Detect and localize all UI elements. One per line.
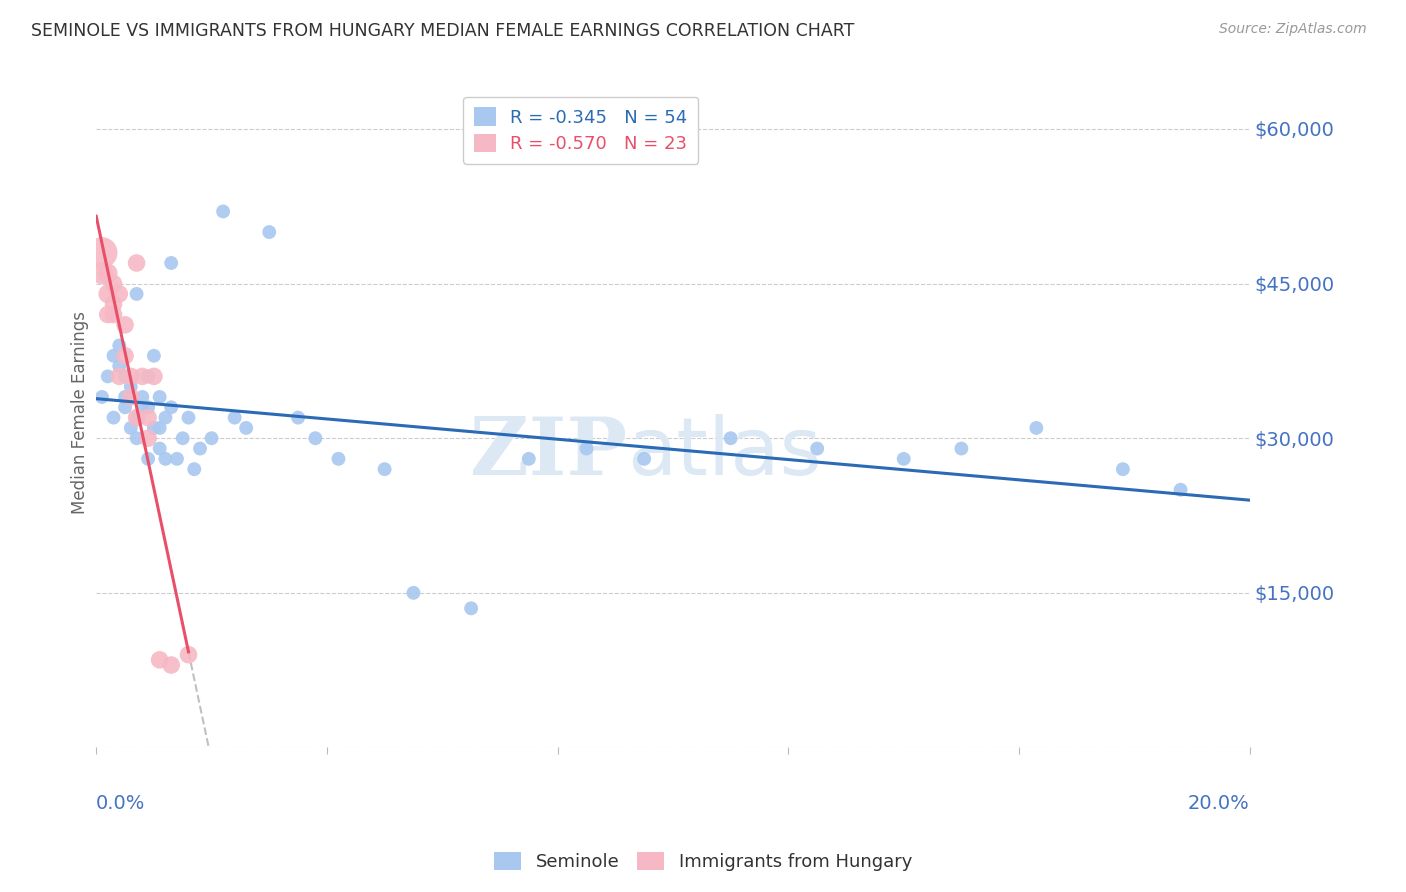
Point <box>160 256 183 270</box>
Point <box>120 421 142 435</box>
Point <box>131 390 153 404</box>
Point <box>1170 483 1192 497</box>
Legend: R = -0.345   N = 54, R = -0.570   N = 23: R = -0.345 N = 54, R = -0.570 N = 23 <box>463 96 699 164</box>
Point <box>131 401 153 415</box>
Point <box>103 308 125 322</box>
Point <box>950 442 973 456</box>
Point <box>149 421 172 435</box>
Point <box>114 401 136 415</box>
Point <box>328 451 350 466</box>
Point <box>125 410 148 425</box>
Point <box>97 308 120 322</box>
Point <box>108 369 131 384</box>
Point <box>235 421 257 435</box>
Point <box>224 410 246 425</box>
Point <box>120 369 142 384</box>
Point <box>177 648 200 662</box>
Point <box>142 421 165 435</box>
Point <box>97 369 120 384</box>
Point <box>108 359 131 373</box>
Point <box>108 287 131 301</box>
Point <box>114 318 136 332</box>
Point <box>142 349 165 363</box>
Point <box>91 390 114 404</box>
Point <box>402 586 425 600</box>
Point <box>91 245 114 260</box>
Point <box>136 369 159 384</box>
Point <box>97 266 120 280</box>
Point <box>460 601 482 615</box>
Point <box>114 349 136 363</box>
Point <box>149 442 172 456</box>
Point <box>149 390 172 404</box>
Point <box>108 338 131 352</box>
Point <box>114 369 136 384</box>
Point <box>166 451 188 466</box>
Point <box>183 462 205 476</box>
Point <box>212 204 235 219</box>
Point <box>155 410 177 425</box>
Point <box>172 431 194 445</box>
Text: ZIP: ZIP <box>470 414 627 491</box>
Point <box>200 431 222 445</box>
Point <box>136 410 159 425</box>
Y-axis label: Median Female Earnings: Median Female Earnings <box>72 311 89 514</box>
Point <box>120 390 142 404</box>
Point <box>103 297 125 311</box>
Point <box>720 431 742 445</box>
Point <box>136 451 159 466</box>
Point <box>633 451 655 466</box>
Point <box>136 401 159 415</box>
Point <box>91 266 114 280</box>
Point <box>160 401 183 415</box>
Text: atlas: atlas <box>627 414 821 491</box>
Point <box>304 431 326 445</box>
Legend: Seminole, Immigrants from Hungary: Seminole, Immigrants from Hungary <box>486 845 920 879</box>
Point <box>131 369 153 384</box>
Point <box>120 380 142 394</box>
Point <box>142 369 165 384</box>
Point <box>155 451 177 466</box>
Point <box>287 410 309 425</box>
Point <box>160 658 183 673</box>
Point <box>188 442 211 456</box>
Point <box>806 442 828 456</box>
Point <box>103 349 125 363</box>
Point <box>177 410 200 425</box>
Point <box>125 287 148 301</box>
Point <box>125 431 148 445</box>
Point <box>517 451 540 466</box>
Point <box>893 451 915 466</box>
Point <box>374 462 396 476</box>
Point <box>149 653 172 667</box>
Point <box>103 277 125 291</box>
Point <box>136 431 159 445</box>
Point <box>114 390 136 404</box>
Text: SEMINOLE VS IMMIGRANTS FROM HUNGARY MEDIAN FEMALE EARNINGS CORRELATION CHART: SEMINOLE VS IMMIGRANTS FROM HUNGARY MEDI… <box>31 22 855 40</box>
Point <box>257 225 280 239</box>
Point <box>97 287 120 301</box>
Text: Source: ZipAtlas.com: Source: ZipAtlas.com <box>1219 22 1367 37</box>
Text: 0.0%: 0.0% <box>96 795 146 814</box>
Point <box>103 410 125 425</box>
Point <box>1112 462 1135 476</box>
Point <box>575 442 598 456</box>
Point <box>125 256 148 270</box>
Text: 20.0%: 20.0% <box>1188 795 1250 814</box>
Point <box>1025 421 1047 435</box>
Point <box>125 410 148 425</box>
